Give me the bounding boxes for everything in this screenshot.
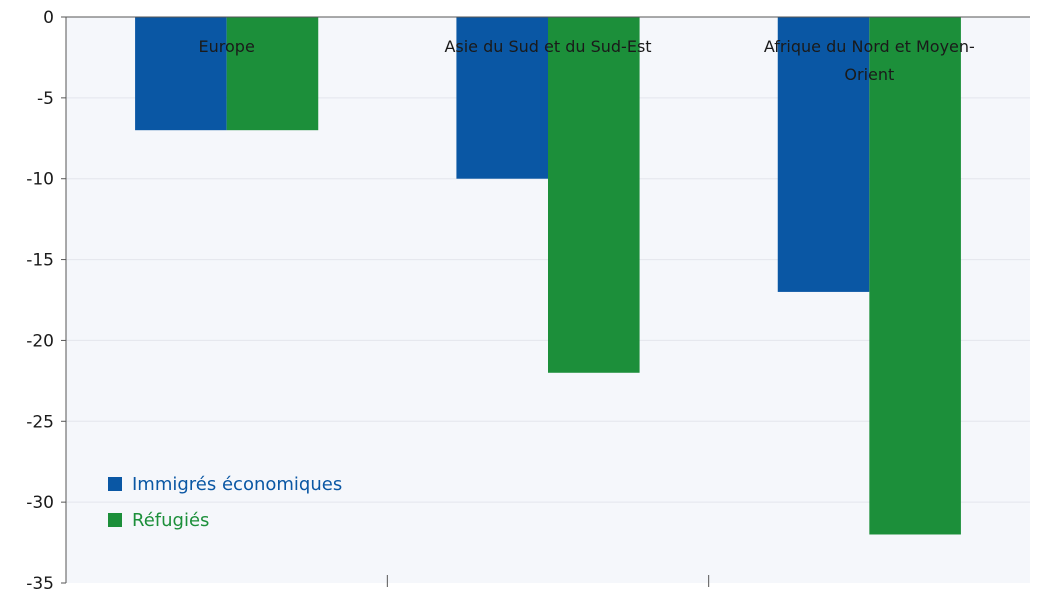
y-tick-label: -5 xyxy=(37,89,54,109)
legend-swatch xyxy=(108,513,122,527)
y-tick-label: -15 xyxy=(26,251,54,271)
bar-immigres-0 xyxy=(135,17,227,131)
category-labels: Europe Asie du Sud et du Sud-Est Afrique d… xyxy=(199,37,975,84)
legend-label: Réfugiés xyxy=(132,510,209,531)
y-tick-label: 0 xyxy=(43,8,54,28)
y-tick-label: -30 xyxy=(26,493,54,513)
bar-refugies-0 xyxy=(226,17,319,131)
legend-label: Immigrés économiques xyxy=(132,474,342,495)
bar-refugies-1 xyxy=(548,17,640,373)
legend-swatch xyxy=(108,477,122,491)
category-label: Afrique du Nord et Moyen-Orient xyxy=(764,37,975,84)
category-label: Asie du Sud et du Sud-Est xyxy=(444,37,651,56)
y-tick-label: -25 xyxy=(26,412,54,432)
bar-refugies-2 xyxy=(869,17,961,535)
bars xyxy=(135,17,961,535)
bar-immigres-1 xyxy=(456,17,548,179)
axes xyxy=(61,16,1030,587)
y-tick-label: -10 xyxy=(26,170,54,190)
category-label: Europe xyxy=(199,37,255,56)
y-axis-ticks: 0 -5 -10 -15 -20 -25 -30 -35 xyxy=(26,8,54,594)
legend: Immigrés économiques Réfugiés xyxy=(108,474,342,531)
bar-immigres-2 xyxy=(777,17,870,292)
y-tick-label: -20 xyxy=(26,331,54,351)
y-tick-label: -35 xyxy=(26,574,54,594)
